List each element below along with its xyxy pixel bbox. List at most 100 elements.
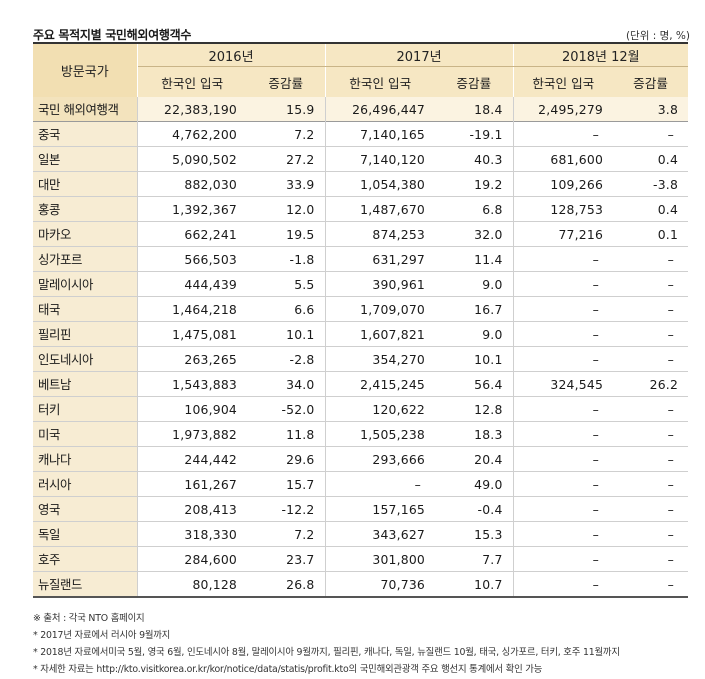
growth-cell: 9.0 <box>435 271 514 297</box>
growth-cell: 15.7 <box>247 471 326 497</box>
header-country: 방문국가 <box>33 43 138 97</box>
growth-cell: 15.9 <box>247 97 326 122</box>
arrivals-cell: – <box>592 576 600 592</box>
table-row: 러시아 161,267 15.7–49.0– – <box>33 471 689 497</box>
growth-cell: 49.0 <box>435 471 514 497</box>
growth-cell: 32.0 <box>435 221 514 247</box>
country-cell: 홍콩 <box>33 196 138 222</box>
arrivals-cell: 1,487,670 <box>360 201 426 217</box>
footnote-2018: * 2018년 자료에서미국 5월, 영국 6월, 인도네시아 8월, 말레이시… <box>33 647 620 658</box>
country-cell: 태국 <box>33 296 138 322</box>
footnote-2017: * 2017년 자료에서 러시아 9월까지 <box>33 630 171 641</box>
growth-cell: – <box>667 351 675 367</box>
arrivals-cell: 354,270 <box>372 351 426 367</box>
arrivals-cell: – <box>592 351 600 367</box>
arrivals-cell: 80,128 <box>192 576 237 592</box>
arrivals-cell: 631,297 <box>372 251 426 267</box>
country-cell: 말레이시아 <box>33 271 138 297</box>
growth-cell: – <box>667 501 675 517</box>
arrivals-cell: – <box>592 451 600 467</box>
growth-cell: 16.7 <box>435 296 514 322</box>
growth-cell: -2.8 <box>247 346 326 372</box>
growth-cell: 11.8 <box>247 421 326 447</box>
footnote-detail: * 자세한 자료는 http://kto.visitkorea.or.kr/ko… <box>33 664 543 675</box>
growth-cell: 15.3 <box>435 521 514 547</box>
growth-cell: 19.5 <box>247 221 326 247</box>
country-cell: 필리핀 <box>33 321 138 347</box>
growth-cell: 6.8 <box>435 196 514 222</box>
arrivals-cell: – <box>592 401 600 417</box>
growth-cell: 7.2 <box>247 121 326 147</box>
country-cell: 호주 <box>33 546 138 572</box>
growth-cell: 18.3 <box>435 421 514 447</box>
growth-cell: -3.8 <box>653 176 679 192</box>
table-title: 주요 목적지별 국민해외여행객수 <box>33 28 192 42</box>
arrivals-cell: 120,622 <box>372 401 426 417</box>
arrivals-cell: 22,383,190 <box>137 97 247 122</box>
growth-cell: 19.2 <box>435 171 514 197</box>
arrivals-cell: 26,496,447 <box>325 97 436 122</box>
growth-cell: 0.4 <box>657 151 679 167</box>
growth-cell: 7.7 <box>435 546 514 572</box>
growth-cell: 40.3 <box>435 146 514 172</box>
arrivals-cell: 7,140,120 <box>360 151 426 167</box>
arrivals-cell: – <box>592 426 600 442</box>
arrivals-cell: 1,054,380 <box>360 176 426 192</box>
arrivals-cell: 1,392,367 <box>172 201 237 217</box>
table-row: 중국 4,762,200 7.2 7,140,165 -19.1 – – <box>33 121 689 147</box>
arrivals-cell: 7,140,165 <box>360 126 426 142</box>
growth-cell: 27.2 <box>247 146 326 172</box>
arrivals-cell: 1,607,821 <box>360 326 426 342</box>
growth-cell: 10.1 <box>247 321 326 347</box>
arrivals-cell: – <box>592 126 600 142</box>
arrivals-cell: 2,415,245 <box>360 376 426 392</box>
arrivals-cell: 284,600 <box>184 551 237 567</box>
growth-cell: 33.9 <box>247 171 326 197</box>
arrivals-cell: 444,439 <box>184 276 237 292</box>
arrivals-cell: – <box>592 476 600 492</box>
travelers-table: 방문국가 2016년 2017년 2018년 12월 한국인 입국 증감률 한국… <box>33 42 689 598</box>
growth-cell: 18.4 <box>435 97 514 122</box>
arrivals-cell: – <box>592 251 600 267</box>
country-cell: 국민 해외여행객 <box>33 97 138 122</box>
table-body: 국민 해외여행객 22,383,190 15.9 26,496,447 18.4 2,49… <box>33 97 689 597</box>
growth-cell: – <box>667 401 675 417</box>
table-row: 필리핀 1,475,081 10.1 1,607,821 9.0 – – <box>33 321 689 347</box>
table-row: 미국 1,973,882 11.8 1,505,238 18.3 – – <box>33 421 689 447</box>
arrivals-cell: – <box>592 276 600 292</box>
arrivals-cell: 390,961 <box>372 276 426 292</box>
arrivals-cell: 318,330 <box>184 526 237 542</box>
growth-cell: -19.1 <box>435 121 514 147</box>
table-row: 독일 318,330 7.2 343,627 15.3 – – <box>33 521 689 547</box>
country-cell: 일본 <box>33 146 138 172</box>
table-row: 영국 208,413 -12.2 157,165 -0.4 – – <box>33 496 689 522</box>
arrivals-cell: 4,762,200 <box>172 126 237 142</box>
growth-cell: 26.2 <box>649 376 679 392</box>
arrivals-cell: 1,505,238 <box>360 426 426 442</box>
growth-cell: 10.1 <box>435 346 514 372</box>
growth-cell: – <box>667 551 675 567</box>
growth-cell: 34.0 <box>247 371 326 397</box>
country-cell: 미국 <box>33 421 138 447</box>
arrivals-cell: 157,165 <box>372 501 426 517</box>
growth-cell: 56.4 <box>435 371 514 397</box>
arrivals-cell: 263,265 <box>184 351 237 367</box>
growth-cell: – <box>667 526 675 542</box>
country-cell: 베트남 <box>33 371 138 397</box>
country-cell: 인도네시아 <box>33 346 138 372</box>
arrivals-cell: 70,736 <box>380 576 426 592</box>
arrivals-cell: 1,973,882 <box>172 426 237 442</box>
growth-cell: – <box>667 251 675 267</box>
table-row: 인도네시아 263,265 -2.8 354,270 10.1 – – <box>33 346 689 372</box>
arrivals-cell: 244,442 <box>184 451 237 467</box>
country-cell: 중국 <box>33 121 138 147</box>
growth-cell: – <box>667 301 675 317</box>
header-arrivals-2018: 한국인 입국 <box>513 66 614 97</box>
arrivals-cell: 106,904 <box>184 401 237 417</box>
growth-cell: 9.0 <box>435 321 514 347</box>
growth-cell: 12.8 <box>435 396 514 422</box>
growth-cell: 3.8 <box>613 97 689 122</box>
country-cell: 러시아 <box>33 471 138 497</box>
arrivals-cell: – <box>414 476 422 492</box>
arrivals-cell: 77,216 <box>558 226 604 242</box>
